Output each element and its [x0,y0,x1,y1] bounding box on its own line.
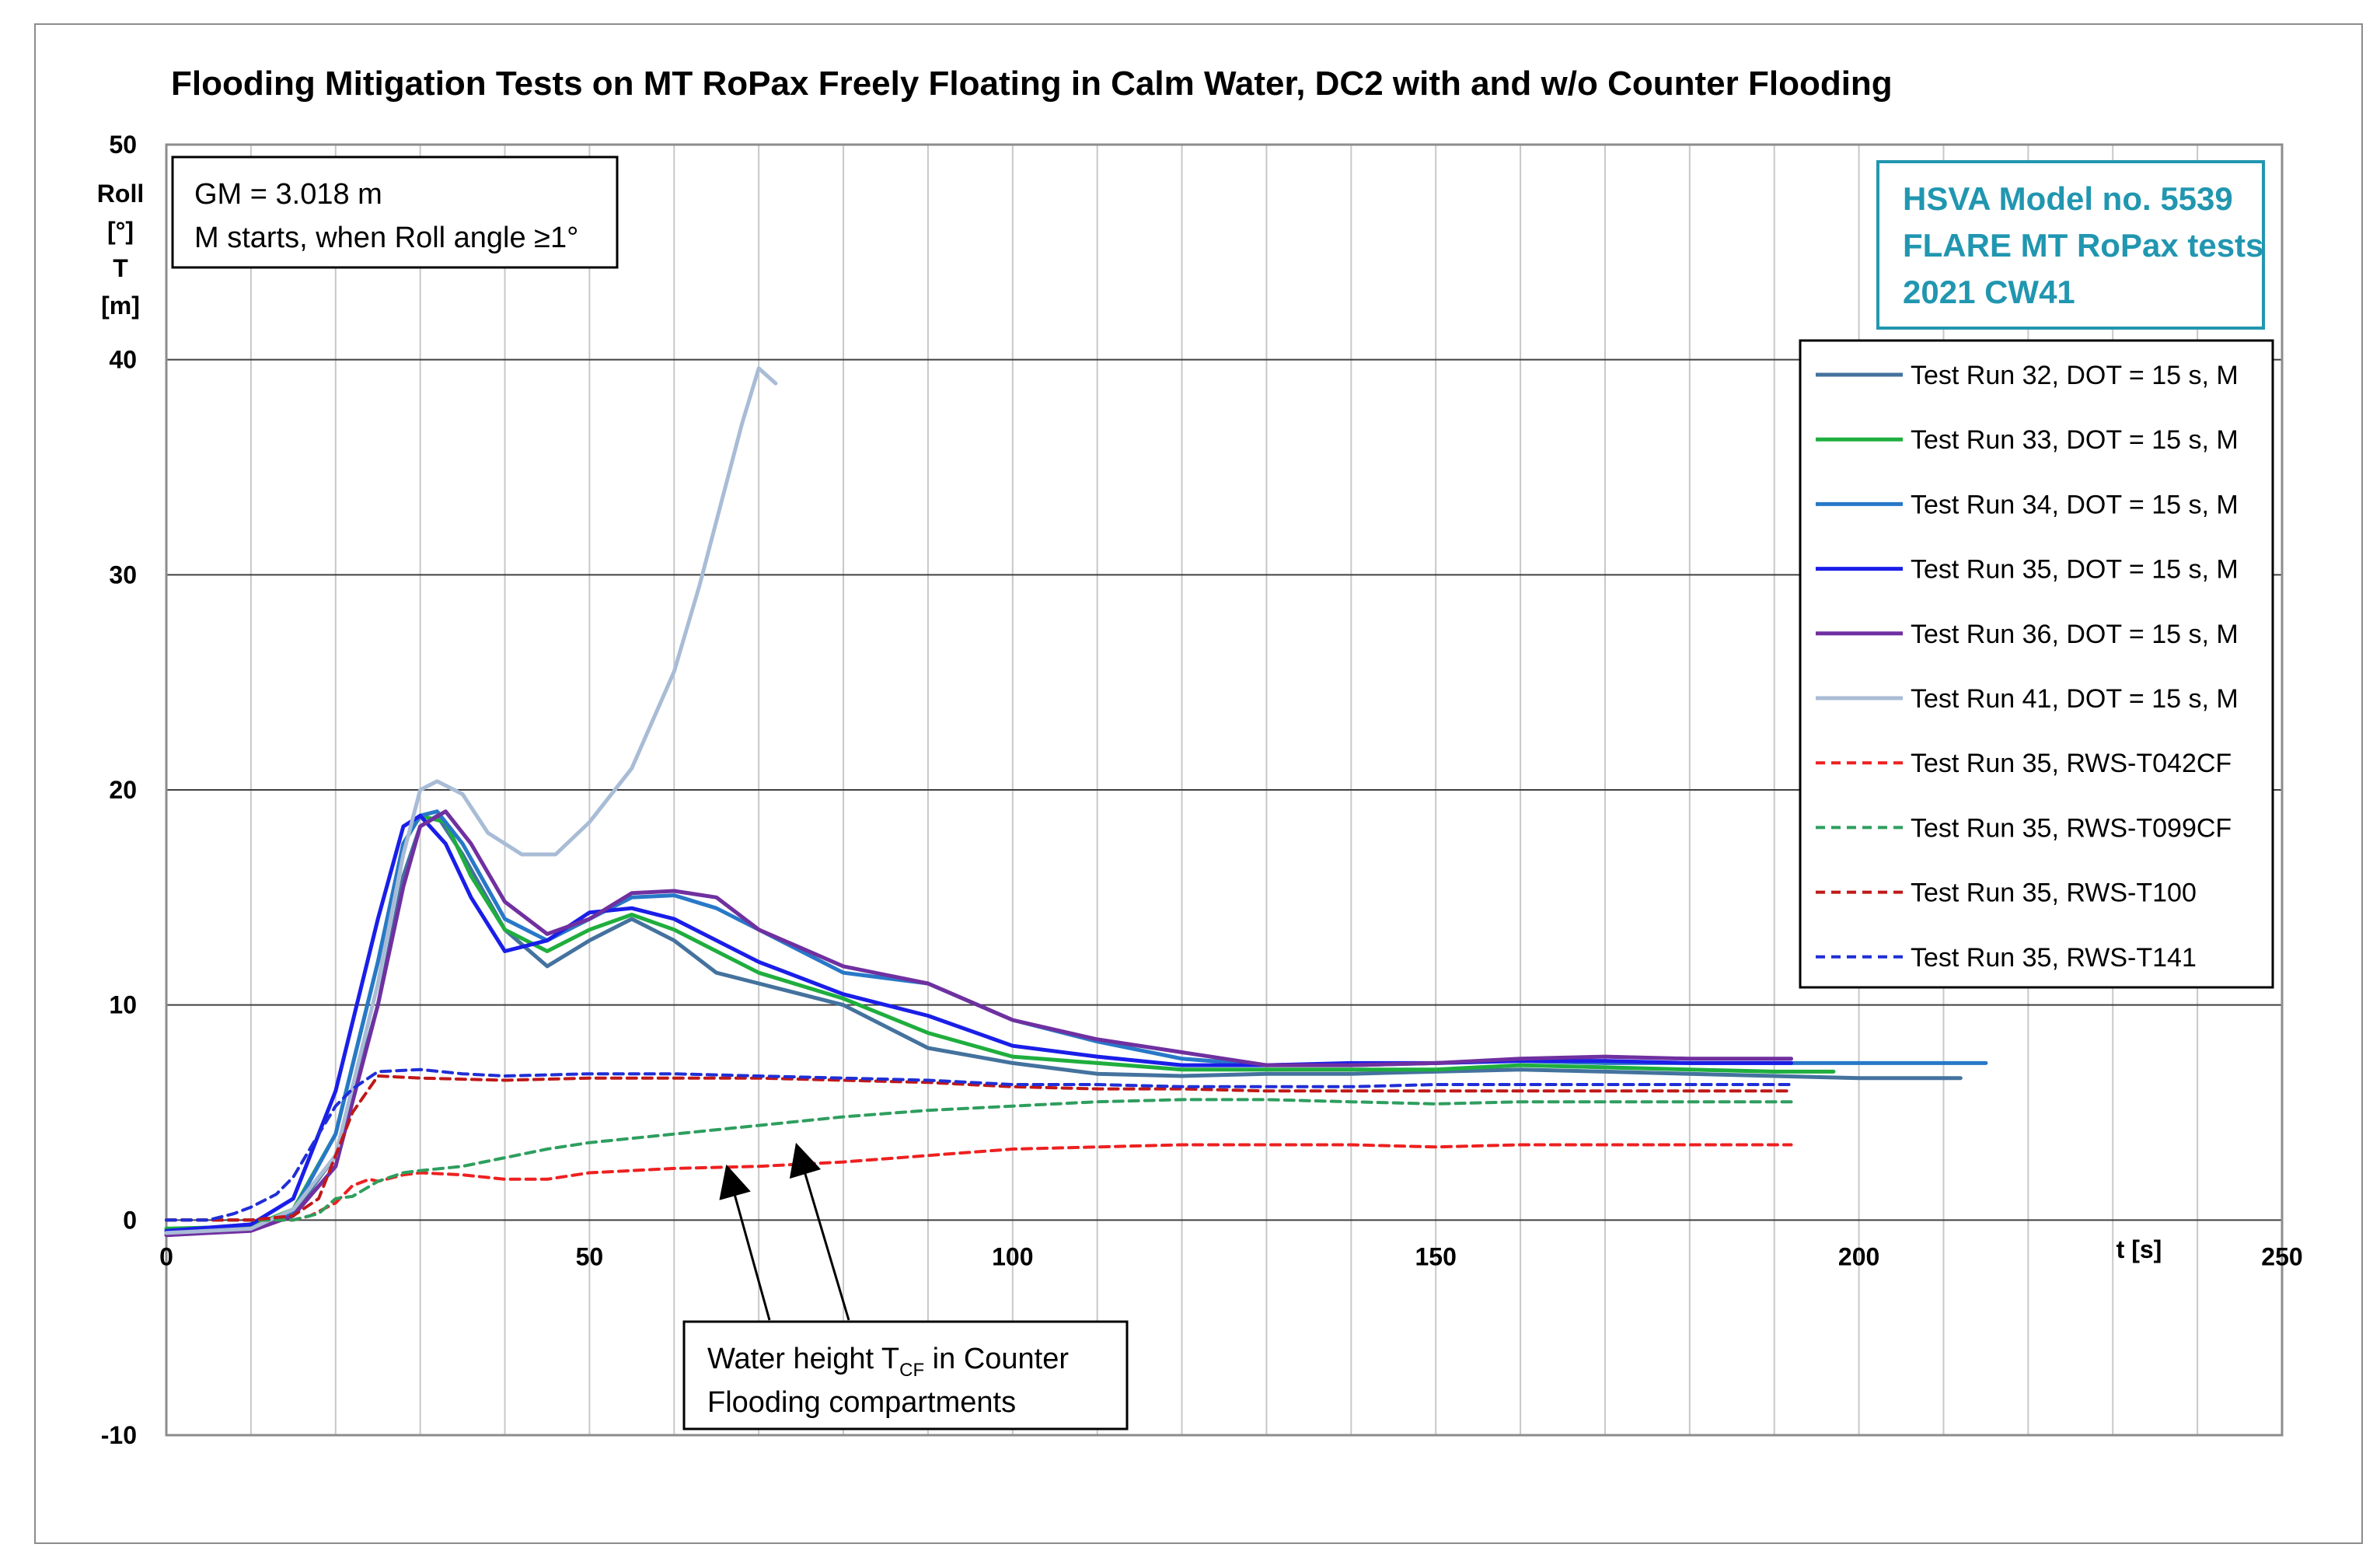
y-axis-label: Roll [°] T [m] [97,180,144,320]
x-tick-label: 250 [2261,1242,2302,1270]
y-tick-label: 40 [109,346,137,374]
y-label-line-3: T [113,254,128,282]
x-tick-label: 50 [576,1242,604,1270]
legend-label: Test Run 35, DOT = 15 s, M [1911,555,2239,585]
y-tick-label: 50 [109,131,137,159]
y-label-line-4: [m] [101,292,140,320]
legend-label: Test Run 35, RWS-T141 [1911,943,2197,973]
y-tick-label: 20 [109,776,137,804]
legend-label: Test Run 34, DOT = 15 s, M [1911,490,2239,519]
annotation-line-2: Flooding compartments [707,1386,1016,1419]
hsva-info-box: HSVA Model no. 5539 FLARE MT RoPax tests… [1876,160,2265,330]
gm-value: GM = 3.018 m [194,178,382,211]
x-tick-label: 100 [992,1242,1033,1270]
x-tick-label: 200 [1838,1242,1879,1270]
legend-label: Test Run 32, DOT = 15 s, M [1911,361,2239,390]
y-tick-label: 30 [109,561,137,589]
annotation-line-1: Water height TCF in Counter [707,1343,1069,1381]
annotation-arrow-2 [789,1142,850,1321]
y-tick-label: 0 [123,1206,137,1234]
x-axis-ticks: 0 50 100 150 200 250 [159,1242,2303,1270]
legend-label: Test Run 33, DOT = 15 s, M [1911,425,2239,455]
hsva-project: FLARE MT RoPax tests [1903,227,2263,264]
water-height-annotation: Water height TCF in Counter Flooding com… [682,1142,1129,1430]
chart-title: Flooding Mitigation Tests on MT RoPax Fr… [171,65,1893,103]
y-label-line-2: [°] [107,217,134,245]
series-line-9 [165,1074,1793,1222]
series-line-4 [164,813,1793,1233]
x-tick-label: 0 [159,1242,173,1270]
y-tick-label: 10 [109,991,137,1019]
legend-label: Test Run 35, RWS-T042CF [1911,749,2232,778]
plot-area [165,143,2284,1437]
gm-info-box: GM = 3.018 m M starts, when Roll angle ≥… [171,155,619,269]
series-line-6 [164,366,778,1235]
x-axis-label: t [s] [2117,1235,2162,1263]
y-axis-ticks: -10 0 10 20 30 40 50 [101,131,137,1449]
annotation-arrow-1 [719,1164,771,1321]
series-layer [164,366,1988,1238]
legend-label: Test Run 41, DOT = 15 s, M [1911,684,2239,714]
y-tick-label: -10 [101,1421,137,1449]
series-line-10 [165,1067,1793,1222]
legend-label: Test Run 35, RWS-T100 [1911,879,2197,908]
series-line-2 [164,813,1836,1231]
hsva-model-number: HSVA Model no. 5539 [1903,180,2233,217]
series-line-7 [165,1143,1793,1222]
y-label-line-1: Roll [97,180,144,208]
legend-label: Test Run 36, DOT = 15 s, M [1911,620,2239,649]
hsva-date: 2021 CW41 [1903,274,2075,310]
series-line-5 [164,809,1793,1238]
legend-label: Test Run 35, RWS-T099CF [1911,813,2232,843]
x-tick-label: 150 [1415,1242,1457,1270]
legend: Test Run 32, DOT = 15 s, M Test Run 33, D… [1799,339,2274,989]
series-line-8 [165,1098,1793,1222]
m-start-condition: M starts, when Roll angle ≥1° [194,222,578,254]
